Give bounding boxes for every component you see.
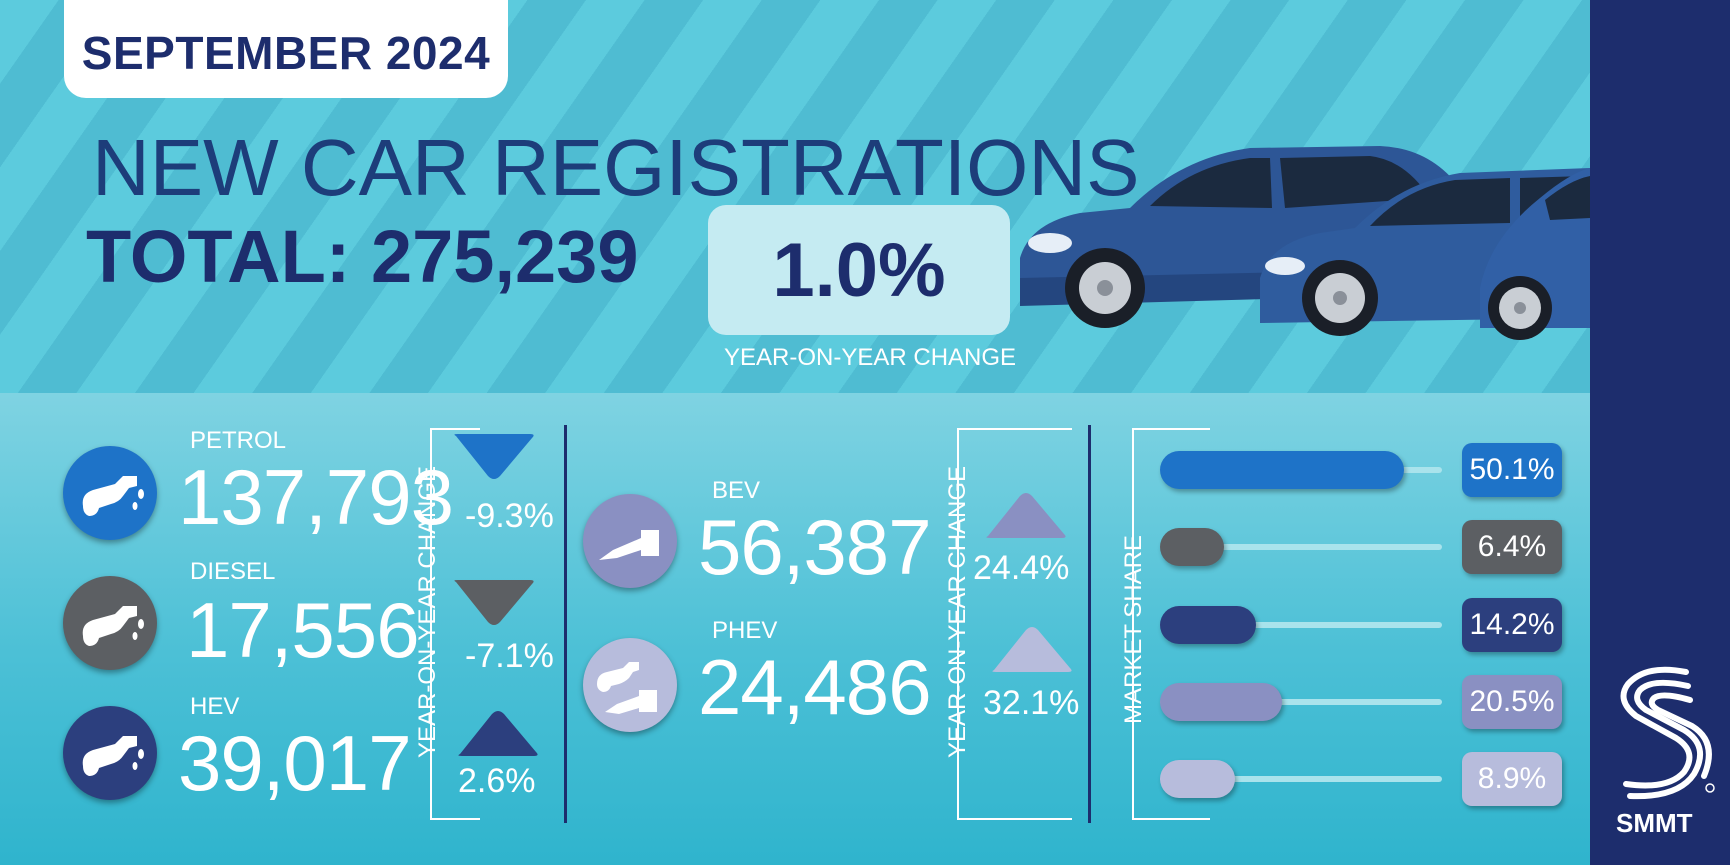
bev-change: 24.4% (973, 549, 1070, 587)
right-yoy-label: YEAR-ON-YEAR CHANGE (944, 465, 971, 758)
total-yoy-value: 1.0% (772, 227, 946, 313)
bev-up-arrow-icon (986, 493, 1066, 538)
petrol-pump-icon (63, 446, 157, 540)
market-share-bar (1160, 760, 1235, 798)
bev-value: 56,387 (698, 503, 932, 591)
diesel-value: 17,556 (186, 586, 420, 674)
diesel-label: DIESEL (190, 558, 276, 585)
market-share-label: MARKET SHARE (1120, 535, 1147, 724)
brand-name: SMMT (1616, 808, 1693, 838)
phev-label: PHEV (712, 617, 778, 644)
diesel-down-arrow-icon (454, 580, 534, 625)
hev-pump-icon (63, 706, 157, 800)
market-share-track (1160, 622, 1442, 628)
date-tab: SEPTEMBER 2024 (64, 0, 508, 98)
cars-illustration (1020, 146, 1590, 340)
brand-sidebar (1590, 0, 1730, 865)
total-registrations: TOTAL: 275,239 (86, 215, 639, 298)
phev-value: 24,486 (698, 643, 932, 731)
market-share-value: 50.1% (1462, 443, 1562, 497)
hev-up-arrow-icon (458, 711, 538, 756)
left-yoy-label: YEAR-ON-YEAR CHANGE (414, 465, 441, 758)
market-share-bar (1160, 606, 1256, 644)
market-share-bar (1160, 683, 1282, 721)
market-share-value: 14.2% (1462, 598, 1562, 652)
page-title: NEW CAR REGISTRATIONS (92, 123, 1140, 212)
total-yoy-label: YEAR-ON-YEAR CHANGE (724, 344, 1017, 371)
hev-change: 2.6% (458, 762, 536, 800)
market-share-track (1160, 776, 1442, 782)
car-small-image (1480, 168, 1590, 340)
divider-left (564, 425, 567, 823)
divider-right (1088, 425, 1091, 823)
hev-value: 39,017 (178, 719, 412, 807)
market-share-value: 6.4% (1462, 520, 1562, 574)
market-share-value: 20.5% (1462, 675, 1562, 729)
market-share-value: 8.9% (1462, 752, 1562, 806)
petrol-change: -9.3% (465, 497, 554, 535)
bev-plug-icon (583, 494, 677, 588)
phev-change: 32.1% (983, 684, 1080, 722)
petrol-down-arrow-icon (454, 434, 534, 479)
phev-plug-pump-icon (583, 638, 677, 732)
market-share-track (1160, 699, 1442, 705)
petrol-value: 137,793 (178, 453, 454, 541)
market-share-bar (1160, 451, 1404, 489)
petrol-label: PETROL (190, 427, 287, 454)
date-label: SEPTEMBER 2024 (81, 27, 491, 79)
diesel-change: -7.1% (465, 637, 554, 675)
market-share-bracket (1132, 428, 1210, 820)
right-yoy-bracket (957, 428, 1072, 820)
diesel-pump-icon (63, 576, 157, 670)
header-band: SEPTEMBER 2024 NEW CAR REGISTRATIONS TOT… (0, 0, 1590, 393)
phev-up-arrow-icon (992, 627, 1072, 672)
smmt-logo-icon (1620, 666, 1715, 800)
hev-label: HEV (190, 693, 240, 720)
bev-label: BEV (712, 477, 761, 504)
market-share-bar (1160, 528, 1224, 566)
left-yoy-bracket (430, 428, 480, 820)
market-share-track (1160, 544, 1442, 550)
total-yoy-box: 1.0% (708, 205, 1010, 335)
